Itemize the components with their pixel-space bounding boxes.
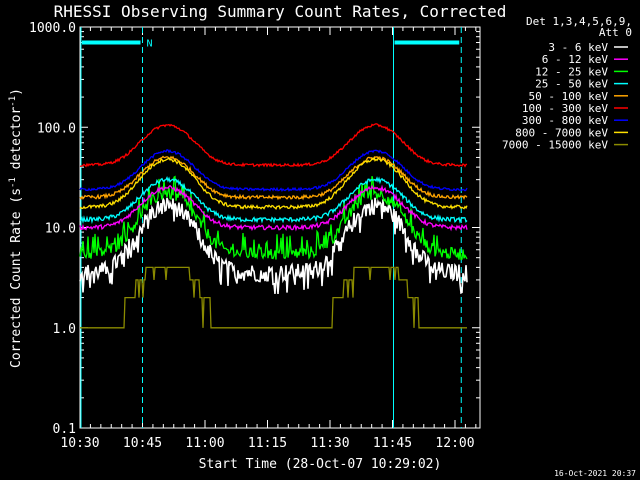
plot-area: 0.1 1.0 10.0 100.0 1000.0 10:30 10:45 11:00 11:1… bbox=[29, 21, 481, 451]
legend-header-line-1: Det 1,3,4,5,6,9, bbox=[526, 15, 632, 28]
series-line bbox=[79, 155, 468, 201]
y-label-mid: detector bbox=[9, 107, 24, 178]
y-axis-label: Corrected Count Rate (s-1 detector-1) bbox=[8, 88, 24, 368]
legend-header-line-2: Att 0 bbox=[599, 26, 632, 39]
series-line bbox=[79, 123, 468, 168]
series-line bbox=[80, 266, 467, 329]
legend-entry-label: 100 - 300 keV bbox=[522, 102, 608, 115]
x-tick-label: 11:30 bbox=[310, 436, 349, 451]
y-label-sup1: -1 bbox=[8, 177, 18, 188]
legend-entry-label: 50 - 100 keV bbox=[529, 90, 609, 103]
x-tick-label: 10:30 bbox=[60, 436, 99, 451]
x-tick-label: 11:00 bbox=[185, 436, 224, 451]
legend-entry-label: 3 - 6 keV bbox=[548, 41, 608, 54]
y-tick-label: 10.0 bbox=[45, 222, 76, 237]
y-label-main: Corrected Count Rate (s bbox=[9, 188, 24, 368]
flag-bar-label: N bbox=[147, 39, 153, 50]
legend-entry-label: 6 - 12 keV bbox=[542, 53, 609, 66]
timestamp: 16-Oct-2021 20:37 bbox=[554, 469, 636, 478]
series-line bbox=[79, 184, 468, 232]
y-tick-label: 1.0 bbox=[53, 322, 76, 337]
x-tick-label: 10:45 bbox=[123, 436, 162, 451]
series-line bbox=[79, 175, 468, 261]
y-label-sup2: -1 bbox=[8, 96, 18, 107]
y-tick-label: 100.0 bbox=[37, 121, 76, 136]
series-line bbox=[79, 149, 468, 193]
x-tick-label: 11:15 bbox=[248, 436, 287, 451]
legend-entry-label: 12 - 25 keV bbox=[535, 65, 608, 78]
x-tick-label: 12:00 bbox=[435, 436, 474, 451]
legend-entry-label: 25 - 50 keV bbox=[535, 78, 608, 91]
y-tick-label: 0.1 bbox=[53, 422, 76, 437]
x-tick-label: 11:45 bbox=[373, 436, 412, 451]
chart-title: RHESSI Observing Summary Count Rates, Co… bbox=[54, 2, 507, 21]
x-axis-label: Start Time (28-Oct-07 10:29:02) bbox=[199, 457, 442, 472]
series-line bbox=[79, 176, 468, 225]
y-label-end: ) bbox=[9, 88, 24, 96]
legend-entry-label: 7000 - 15000 keV bbox=[502, 139, 608, 152]
series-line bbox=[79, 196, 468, 295]
series-line bbox=[79, 156, 468, 211]
legend-entry-label: 800 - 7000 keV bbox=[515, 126, 608, 139]
y-tick-label: 1000.0 bbox=[29, 21, 76, 36]
legend-entry-label: 300 - 800 keV bbox=[522, 114, 608, 127]
